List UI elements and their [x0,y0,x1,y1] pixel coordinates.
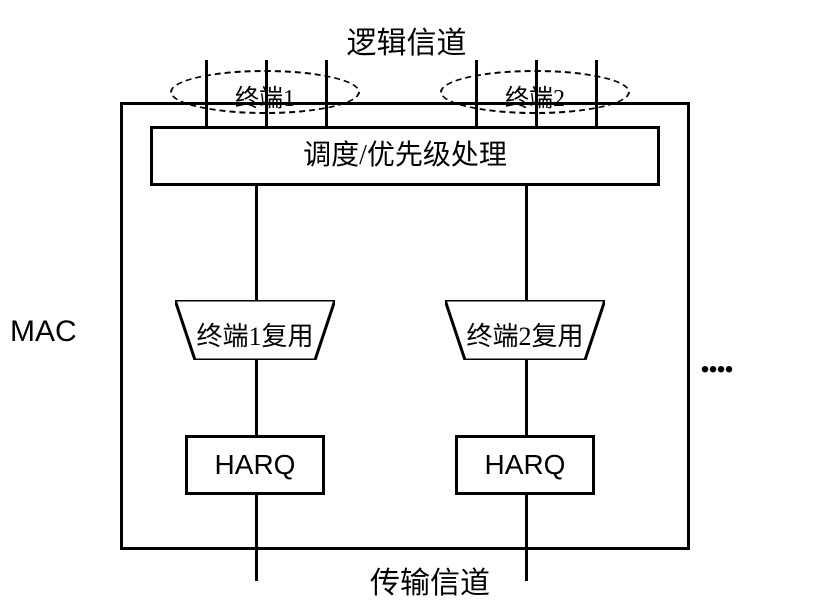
harq2-box: HARQ [455,435,595,495]
harq1-box: HARQ [185,435,325,495]
transport-channel-label: 传输信道 [370,558,490,602]
mac-label: MAC [10,315,77,349]
mux2-label: 终端2复用 [450,316,600,353]
ellipsis-label: .... [700,335,732,382]
mux-harq-line-2 [525,360,528,435]
sched-mux-line-2 [525,186,528,300]
mux-harq-line-1 [255,360,258,435]
mac-diagram: 逻辑信道 MAC 传输信道 .... 终端1 终端2 调度/优先级处理 终端1复… [0,0,813,606]
scheduler-box: 调度/优先级处理 [150,126,660,186]
terminal2-ellipse-text: 终端2 [505,78,565,113]
logical-channel-label: 逻辑信道 [0,18,813,62]
mux1-label: 终端1复用 [180,316,330,353]
sched-mux-line-1 [255,186,258,300]
harq-out-line-1 [255,495,258,581]
harq-out-line-2 [525,495,528,581]
terminal1-ellipse-text: 终端1 [235,78,295,113]
